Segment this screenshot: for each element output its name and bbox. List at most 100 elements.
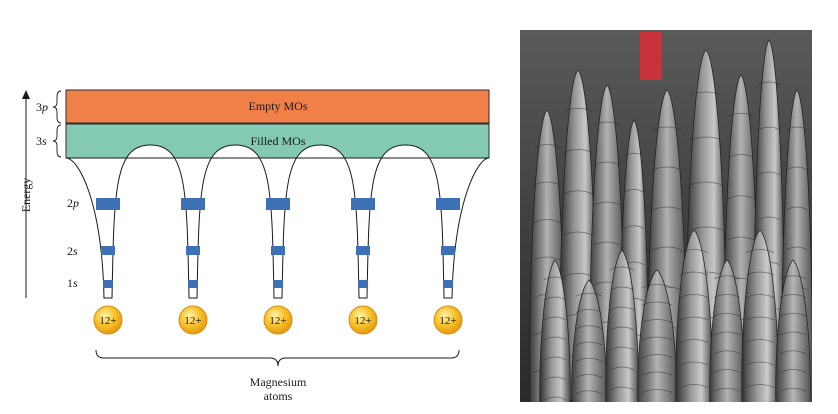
crystal-ridge	[779, 387, 807, 392]
atoms-brace	[95, 349, 460, 367]
crystal-ridge	[609, 366, 635, 371]
crystal-ridge	[533, 256, 561, 261]
orbital-level-1s-atom-5	[443, 280, 453, 288]
energy-axis-label: Energy	[19, 178, 33, 212]
crystal-ridge	[609, 386, 635, 391]
crystal-ridge	[785, 126, 809, 131]
crystal-ridge	[713, 331, 741, 336]
crystal-ridge	[609, 326, 635, 331]
crystal-ridge	[713, 350, 741, 355]
crystal-ridge	[713, 369, 741, 373]
crystal-ridge	[543, 396, 567, 401]
orbital-level-2s-atom-3	[271, 246, 285, 255]
orbital-level-2p-atom-5	[436, 198, 460, 210]
crystal-ridge	[679, 271, 709, 276]
crystal-ridge	[543, 376, 567, 381]
crystal-ridge	[785, 246, 809, 251]
crystal-ridge	[651, 166, 683, 171]
crystal-ridge	[689, 91, 723, 96]
crystal-ridge	[623, 152, 645, 157]
label-3s: 3s	[36, 134, 47, 148]
crystal-ridge	[779, 369, 807, 373]
crystal-ridge	[563, 149, 593, 153]
crystal-ridge	[679, 339, 709, 343]
crystal-ridge	[713, 275, 741, 280]
orbital-level-2s-atom-1	[101, 246, 115, 255]
nuclei: 12+ 12+ 12+ 12+ 12+	[93, 305, 463, 335]
crystal-ridge	[563, 190, 593, 195]
band-diagram: Energy Empty MOs Filled MOs 12+ 12+ 12+ 12+…	[19, 89, 490, 403]
crystal-ridge	[609, 286, 635, 291]
crystal-ridge	[785, 166, 809, 171]
orbital-level-1s-atom-1	[103, 280, 113, 288]
nucleus-3: 12+	[263, 305, 293, 335]
nucleus-1: 12+	[93, 305, 123, 335]
nucleus-charge-label: 12+	[354, 315, 371, 327]
crystal-ridge	[679, 384, 709, 388]
crystal-ridge	[641, 336, 673, 341]
crystal-ridge	[641, 284, 673, 288]
nucleus-charge-label: 12+	[439, 315, 456, 327]
crystal-ridge	[593, 161, 621, 166]
crystal-ridge	[679, 249, 709, 253]
nucleus-4: 12+	[348, 305, 378, 335]
crystal-ridge	[779, 294, 807, 298]
orbital-level-1s-atom-4	[358, 280, 368, 288]
crystal-ridge	[779, 275, 807, 280]
potential-wells	[65, 144, 490, 299]
crystal-ridge	[575, 309, 603, 313]
crystal-ridge	[651, 246, 683, 251]
crystal-ridge	[575, 374, 603, 378]
crystal-ridge	[745, 361, 775, 366]
crystal-ridge	[745, 249, 775, 253]
crystal-ridge	[575, 341, 603, 346]
crystal-ridge	[593, 241, 621, 246]
brace-3p	[52, 90, 62, 124]
crystal-ridge	[641, 354, 673, 358]
crystal-ridge	[745, 294, 775, 298]
crystal-ridge	[543, 316, 567, 321]
crystal-ridge	[689, 181, 723, 186]
crystal-ridge	[651, 126, 683, 131]
crystal-ridge	[563, 231, 593, 236]
crystal-ridge	[641, 371, 673, 376]
crystal-ridge	[563, 272, 593, 277]
label-3p: 3p	[36, 100, 48, 114]
crystal-ridge	[533, 144, 561, 148]
orbital-level-2p-atom-2	[181, 198, 205, 210]
orbital-level-2s-atom-4	[356, 246, 370, 255]
crystal-ridge	[623, 225, 645, 230]
crystal-ridge	[713, 294, 741, 298]
crystal-ridge	[727, 236, 755, 241]
nucleus-charge-label: 12+	[269, 315, 286, 327]
empty-mo-label: Empty MOs	[248, 99, 307, 113]
orbital-levels	[96, 198, 460, 288]
crystal-photo-art	[520, 30, 812, 402]
crystal-ridge	[609, 306, 635, 311]
crystal-ridge	[593, 201, 621, 206]
orbital-level-2p-atom-1	[96, 198, 120, 210]
crystal-ridge	[641, 301, 673, 306]
orbital-level-1s-atom-3	[273, 280, 283, 288]
crystal-ridge	[727, 154, 755, 158]
crystal-ridge	[575, 357, 603, 362]
energy-axis-arrowhead	[22, 90, 30, 99]
well-outline	[65, 144, 490, 299]
crystal-ridge	[609, 266, 635, 271]
orbital-level-2s-atom-5	[441, 246, 455, 255]
crystal-ridge	[779, 312, 807, 317]
orbital-level-1s-atom-2	[188, 280, 198, 288]
label-1s: 1s	[67, 276, 78, 290]
crystal-ridge	[679, 361, 709, 366]
crystal-ridge	[575, 325, 603, 330]
label-2s: 2s	[67, 244, 78, 258]
crystal-ridge	[757, 81, 781, 86]
crystal-ridge	[575, 292, 603, 297]
crystal-ridge	[713, 312, 741, 317]
crystal-ridge	[679, 316, 709, 321]
crystal-formation	[539, 259, 571, 402]
crystal-ridge	[757, 171, 781, 176]
crystal-ridge	[609, 346, 635, 351]
crystal-ridge	[543, 356, 567, 361]
crystal-ridge	[779, 350, 807, 355]
